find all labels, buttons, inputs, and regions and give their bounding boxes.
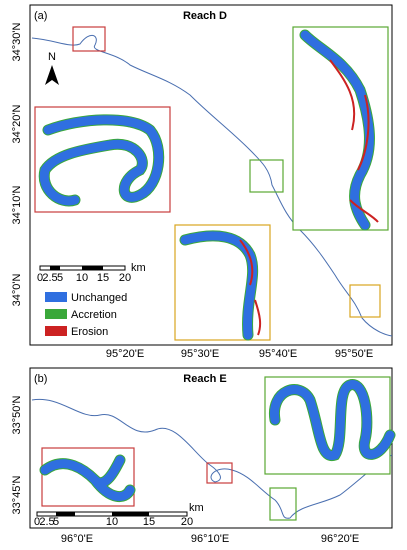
scale-unit: km bbox=[131, 262, 146, 274]
panel-label: (b) bbox=[34, 373, 47, 385]
legend-label: Erosion bbox=[71, 326, 108, 338]
river-e bbox=[31, 398, 393, 519]
scale-bar-a-segment bbox=[82, 266, 103, 270]
scale-tick: 5 bbox=[57, 272, 63, 284]
scale-tick: 15 bbox=[143, 516, 155, 528]
scale-tick: 10 bbox=[106, 516, 118, 528]
inset-rivers-b bbox=[39, 379, 396, 502]
scale-bar-b-segment bbox=[56, 512, 75, 516]
lat-label: 33°45'N bbox=[11, 475, 23, 514]
scale-tick: 20 bbox=[119, 272, 131, 284]
lon-label: 95°20'E bbox=[106, 348, 144, 360]
lon-label: 95°40'E bbox=[259, 348, 297, 360]
scale-tick: 10 bbox=[76, 272, 88, 284]
lon-label: 96°0'E bbox=[61, 533, 93, 545]
lat-label: 33°50'N bbox=[11, 395, 23, 434]
labels: (a) Reach D N 34°30'N 34°20'N 34°10'N 34°0'N 95… bbox=[11, 10, 373, 545]
scale-tick: 2.5 bbox=[39, 516, 54, 528]
lat-label: 34°20'N bbox=[11, 104, 23, 143]
scale-tick: 2.5 bbox=[42, 272, 57, 284]
scale-unit: km bbox=[189, 502, 204, 514]
panel-title: Reach D bbox=[183, 10, 227, 22]
legend-label: Unchanged bbox=[71, 292, 127, 304]
panel-label: (a) bbox=[34, 10, 47, 22]
scale-bar-b-segment bbox=[112, 512, 149, 516]
legend bbox=[45, 292, 67, 336]
scale-bar-a-segment bbox=[50, 266, 60, 270]
river-d bbox=[31, 35, 393, 337]
lat-label: 34°10'N bbox=[11, 185, 23, 224]
lon-label: 95°30'E bbox=[181, 348, 219, 360]
lon-label: 96°20'E bbox=[321, 533, 359, 545]
scale-tick: 15 bbox=[97, 272, 109, 284]
lat-label: 34°30'N bbox=[11, 22, 23, 61]
lon-label: 95°50'E bbox=[335, 348, 373, 360]
scale-tick: 20 bbox=[181, 516, 193, 528]
scale-tick: 0 bbox=[34, 516, 40, 528]
lat-label: 34°0'N bbox=[11, 274, 23, 307]
legend-label: Accretion bbox=[71, 309, 117, 321]
scale-tick: 0 bbox=[37, 272, 43, 284]
panel-title: Reach E bbox=[183, 373, 226, 385]
north-label: N bbox=[48, 51, 56, 63]
scale-tick: 5 bbox=[53, 516, 59, 528]
north-arrow bbox=[45, 65, 59, 85]
inset-rivers-a bbox=[38, 29, 379, 341]
lon-label: 96°10'E bbox=[191, 533, 229, 545]
